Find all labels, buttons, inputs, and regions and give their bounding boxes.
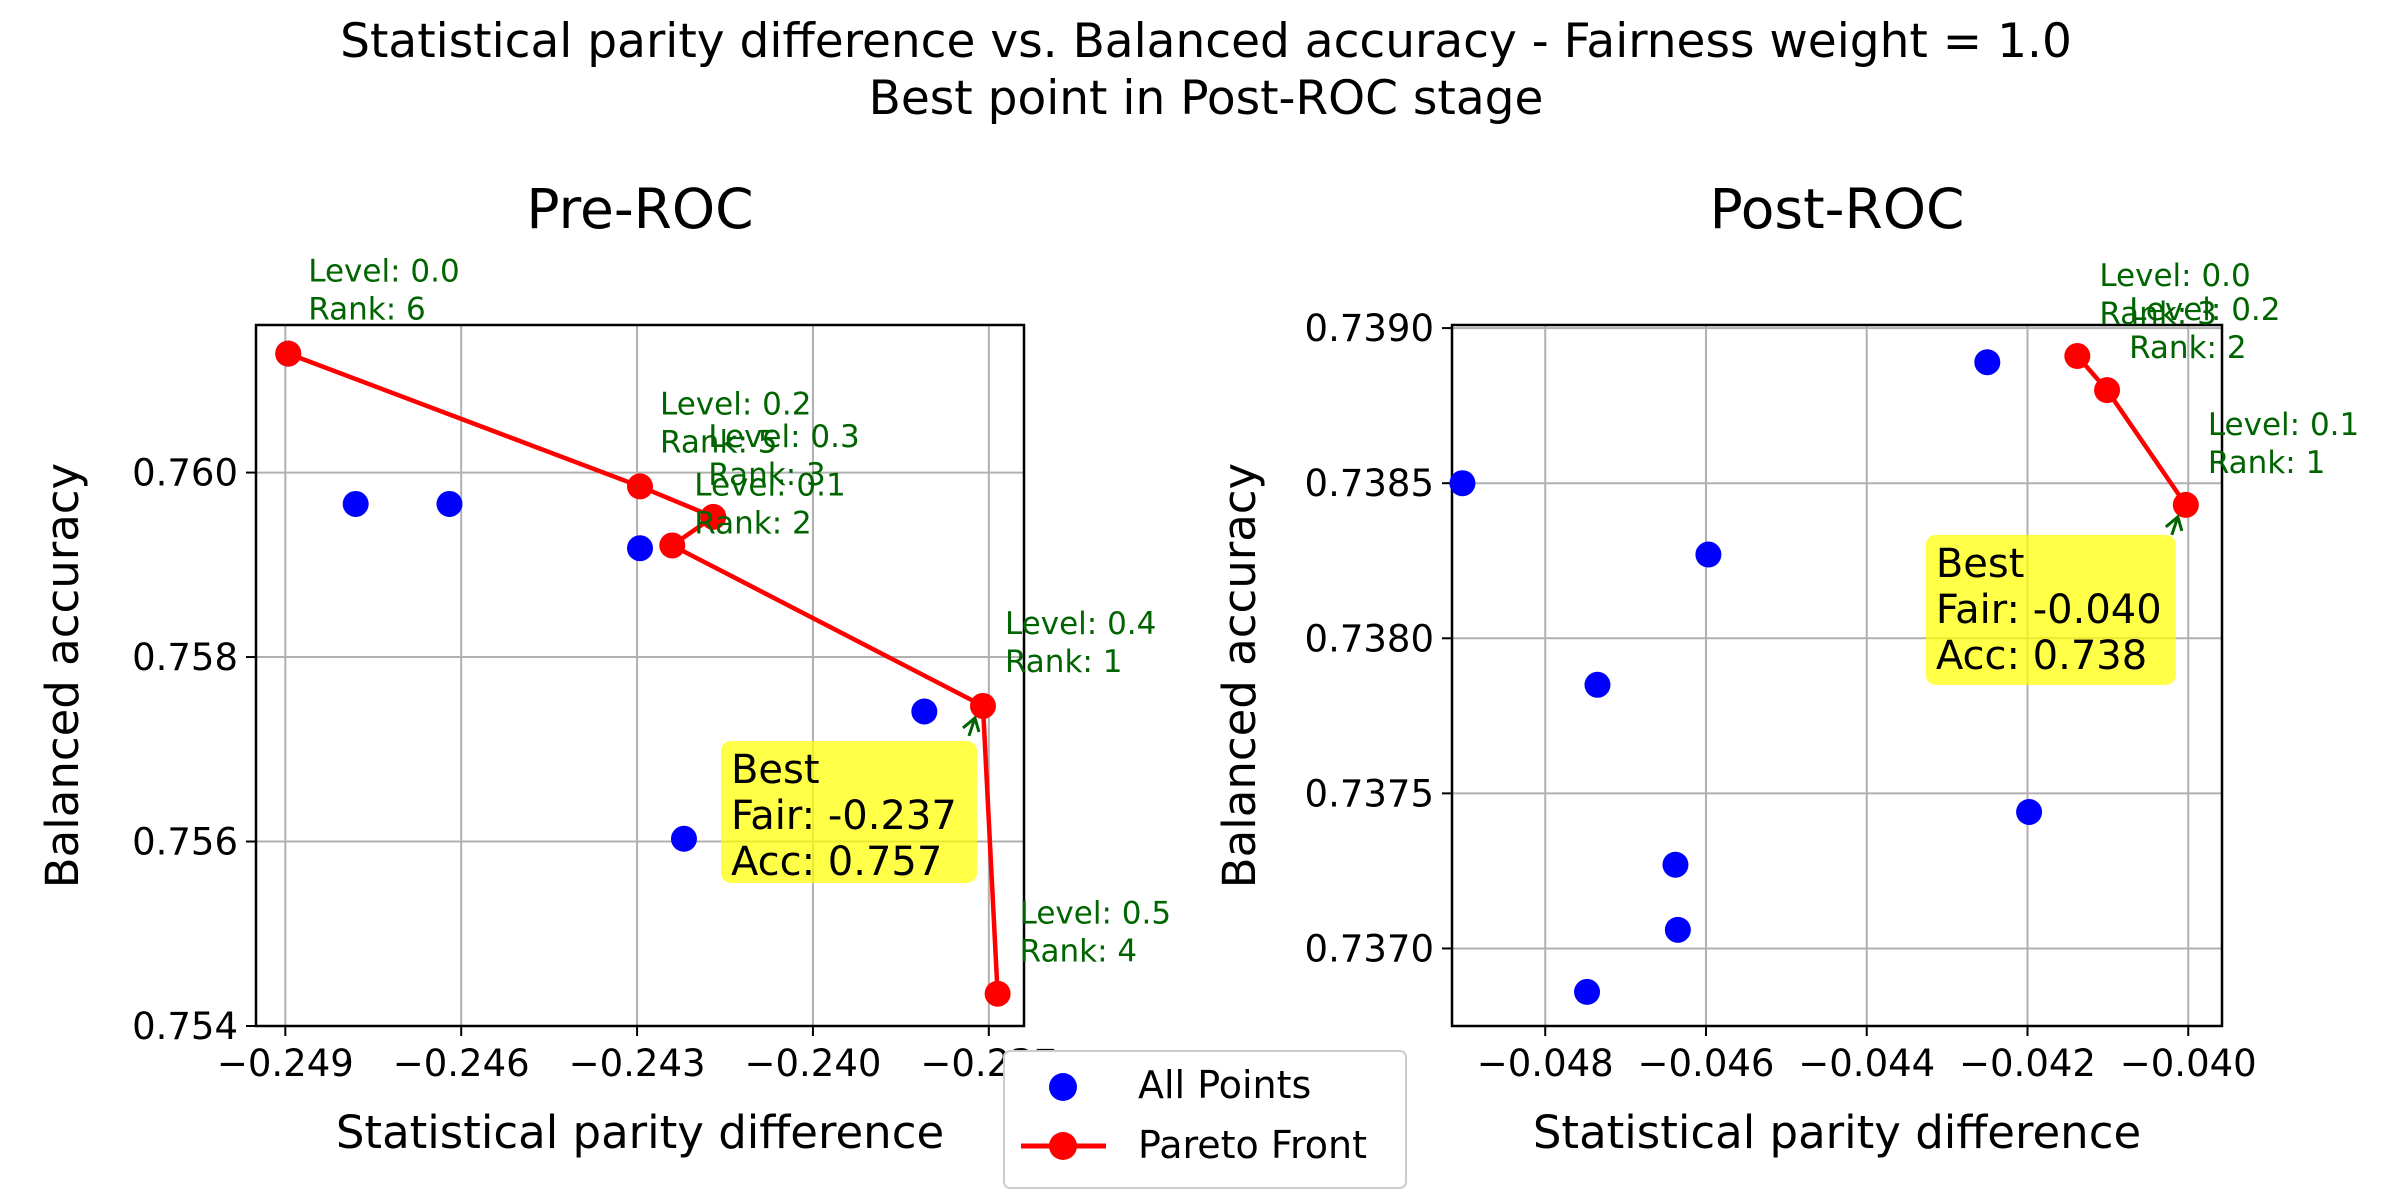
pre-roc-panel: −0.249 −0.246 −0.243 −0.240 −0.2370.7540.756…	[36, 177, 1171, 1159]
pre-roc-xtick-label: −0.243	[569, 1042, 706, 1085]
post-roc-all-point	[1662, 851, 1689, 878]
post-roc-title: Post-ROC	[1710, 177, 1965, 241]
post-roc-ytick-label: 0.7370	[1305, 927, 1434, 970]
pre-roc-pareto-point	[627, 473, 653, 500]
post-roc-best-line1: Best	[1936, 541, 2025, 587]
pre-roc-pareto-point	[700, 503, 727, 530]
post-roc-ylabel: Balanced accuracy	[1213, 463, 1266, 888]
pre-roc-all-point	[670, 825, 697, 852]
pre-roc-title: Pre-ROC	[526, 177, 753, 241]
pre-roc-pareto-point	[275, 340, 302, 367]
pre-roc-all-point	[911, 698, 938, 725]
pre-roc-ylabel: Balanced accuracy	[36, 463, 89, 888]
pre-roc-best-line2: Fair: -0.237	[731, 793, 957, 839]
figure-title-line2: Best point in Post-ROC stage	[869, 71, 1544, 126]
legend-all-points-label: All Points	[1138, 1063, 1311, 1107]
pre-roc-annotation-level: Level: 0.1	[694, 467, 845, 503]
pre-roc-pareto-point	[969, 692, 996, 719]
pre-roc-axes-frame	[254, 323, 1026, 1028]
legend-pareto-marker	[1049, 1132, 1077, 1160]
post-roc-xtick-label: −0.048	[1477, 1042, 1614, 1085]
legend-frame	[1003, 1050, 1407, 1189]
post-roc-all-point	[1695, 541, 1722, 568]
post-roc-ytick-label: 0.7380	[1305, 617, 1434, 660]
pre-roc-ytick-label: 0.758	[132, 636, 238, 679]
post-roc-best-line2: Fair: -0.040	[1936, 587, 2162, 633]
legend-all-points-marker	[1049, 1073, 1077, 1101]
pre-roc-all-point	[627, 535, 653, 562]
pre-roc-annotation-level: Level: 0.2	[660, 386, 811, 422]
post-roc-all-point	[1664, 916, 1691, 943]
pre-roc-best-box	[720, 740, 977, 883]
pre-roc-annotation-level: Level: 0.0	[308, 254, 459, 290]
pre-roc-best-line1: Best	[731, 747, 820, 793]
post-roc-pareto-point	[2094, 377, 2121, 404]
pre-roc-xlabel: Statistical parity difference	[336, 1106, 944, 1159]
post-roc-xtick-label: −0.044	[1798, 1042, 1935, 1085]
pre-roc-annotation-level: Level: 0.5	[1020, 896, 1171, 932]
post-roc-xlabel: Statistical parity difference	[1533, 1106, 2141, 1159]
pre-roc-best-arrowhead	[962, 715, 981, 733]
pre-roc-ytick-label: 0.760	[132, 452, 238, 495]
post-roc-ytick-label: 0.7385	[1305, 462, 1434, 505]
pre-roc-annotation-level: Level: 0.3	[708, 419, 859, 455]
pre-roc-annotation-level: Level: 0.4	[1005, 606, 1156, 642]
post-roc-all-point	[2016, 798, 2043, 825]
pre-roc-pareto-point	[659, 532, 686, 559]
post-roc-all-point	[1574, 978, 1601, 1005]
post-roc-xtick-label: −0.042	[1959, 1042, 2096, 1085]
post-roc-all-point	[1449, 470, 1476, 497]
pre-roc-xtick-label: −0.249	[217, 1042, 354, 1085]
post-roc-xtick-label: −0.040	[2120, 1042, 2257, 1085]
post-roc-all-point	[1584, 671, 1611, 698]
post-roc-pareto-point	[2064, 343, 2091, 370]
post-roc-best-arrow	[2170, 516, 2180, 536]
pre-roc-best-arrow	[967, 717, 977, 737]
pre-roc-xtick-label: −0.246	[393, 1042, 530, 1085]
pre-roc-xtick-label: −0.240	[744, 1042, 881, 1085]
pre-roc-pareto-line	[287, 351, 1000, 994]
pre-roc-annotation-rank: Rank: 5	[660, 424, 777, 460]
post-roc-ytick-label: 0.7375	[1305, 772, 1434, 815]
post-roc-annotation-level: Level: 0.0	[2099, 258, 2250, 294]
post-roc-axes-frame	[1450, 323, 2224, 1028]
post-roc-xtick-label: −0.046	[1638, 1042, 1775, 1085]
post-roc-best-box	[1925, 534, 2176, 685]
post-roc-annotation-level: Level: 0.2	[2129, 292, 2280, 328]
figure-title-line1: Statistical parity difference vs. Balanc…	[340, 14, 2072, 69]
legend-pareto-label: Pareto Front	[1138, 1123, 1367, 1167]
pre-roc-annotation-rank: Rank: 1	[1005, 644, 1122, 680]
pre-roc-pareto-point	[984, 980, 1011, 1007]
pre-roc-all-point	[436, 490, 463, 517]
post-roc-annotation-rank: Rank: 1	[2208, 445, 2325, 481]
post-roc-annotation-rank: Rank: 3	[2099, 296, 2216, 332]
pre-roc-annotation-rank: Rank: 4	[1020, 934, 1137, 970]
pre-roc-ytick-label: 0.754	[132, 1005, 238, 1048]
post-roc-best-arrowhead	[2164, 514, 2184, 532]
pre-roc-all-point	[342, 490, 369, 517]
post-roc-all-point	[1974, 349, 2001, 376]
post-roc-annotation-rank: Rank: 2	[2129, 330, 2246, 366]
pre-roc-annotation-rank: Rank: 2	[694, 505, 811, 541]
post-roc-pareto-point	[2172, 491, 2199, 518]
post-roc-annotation-level: Level: 0.1	[2208, 407, 2359, 443]
post-roc-panel: −0.048 −0.046 −0.044 −0.042 −0.040 0.7370 0.73…	[1213, 177, 2359, 1159]
pre-roc-annotation-rank: Rank: 3	[708, 457, 825, 493]
pre-roc-annotation-rank: Rank: 6	[308, 292, 425, 328]
legend: All Points Pareto Front	[1003, 1050, 1407, 1189]
post-roc-best-line3: Acc: 0.738	[1936, 633, 2147, 679]
pre-roc-best-line3: Acc: 0.757	[731, 839, 942, 885]
pre-roc-ytick-label: 0.756	[132, 821, 238, 864]
post-roc-ytick-label: 0.7390	[1305, 307, 1434, 350]
